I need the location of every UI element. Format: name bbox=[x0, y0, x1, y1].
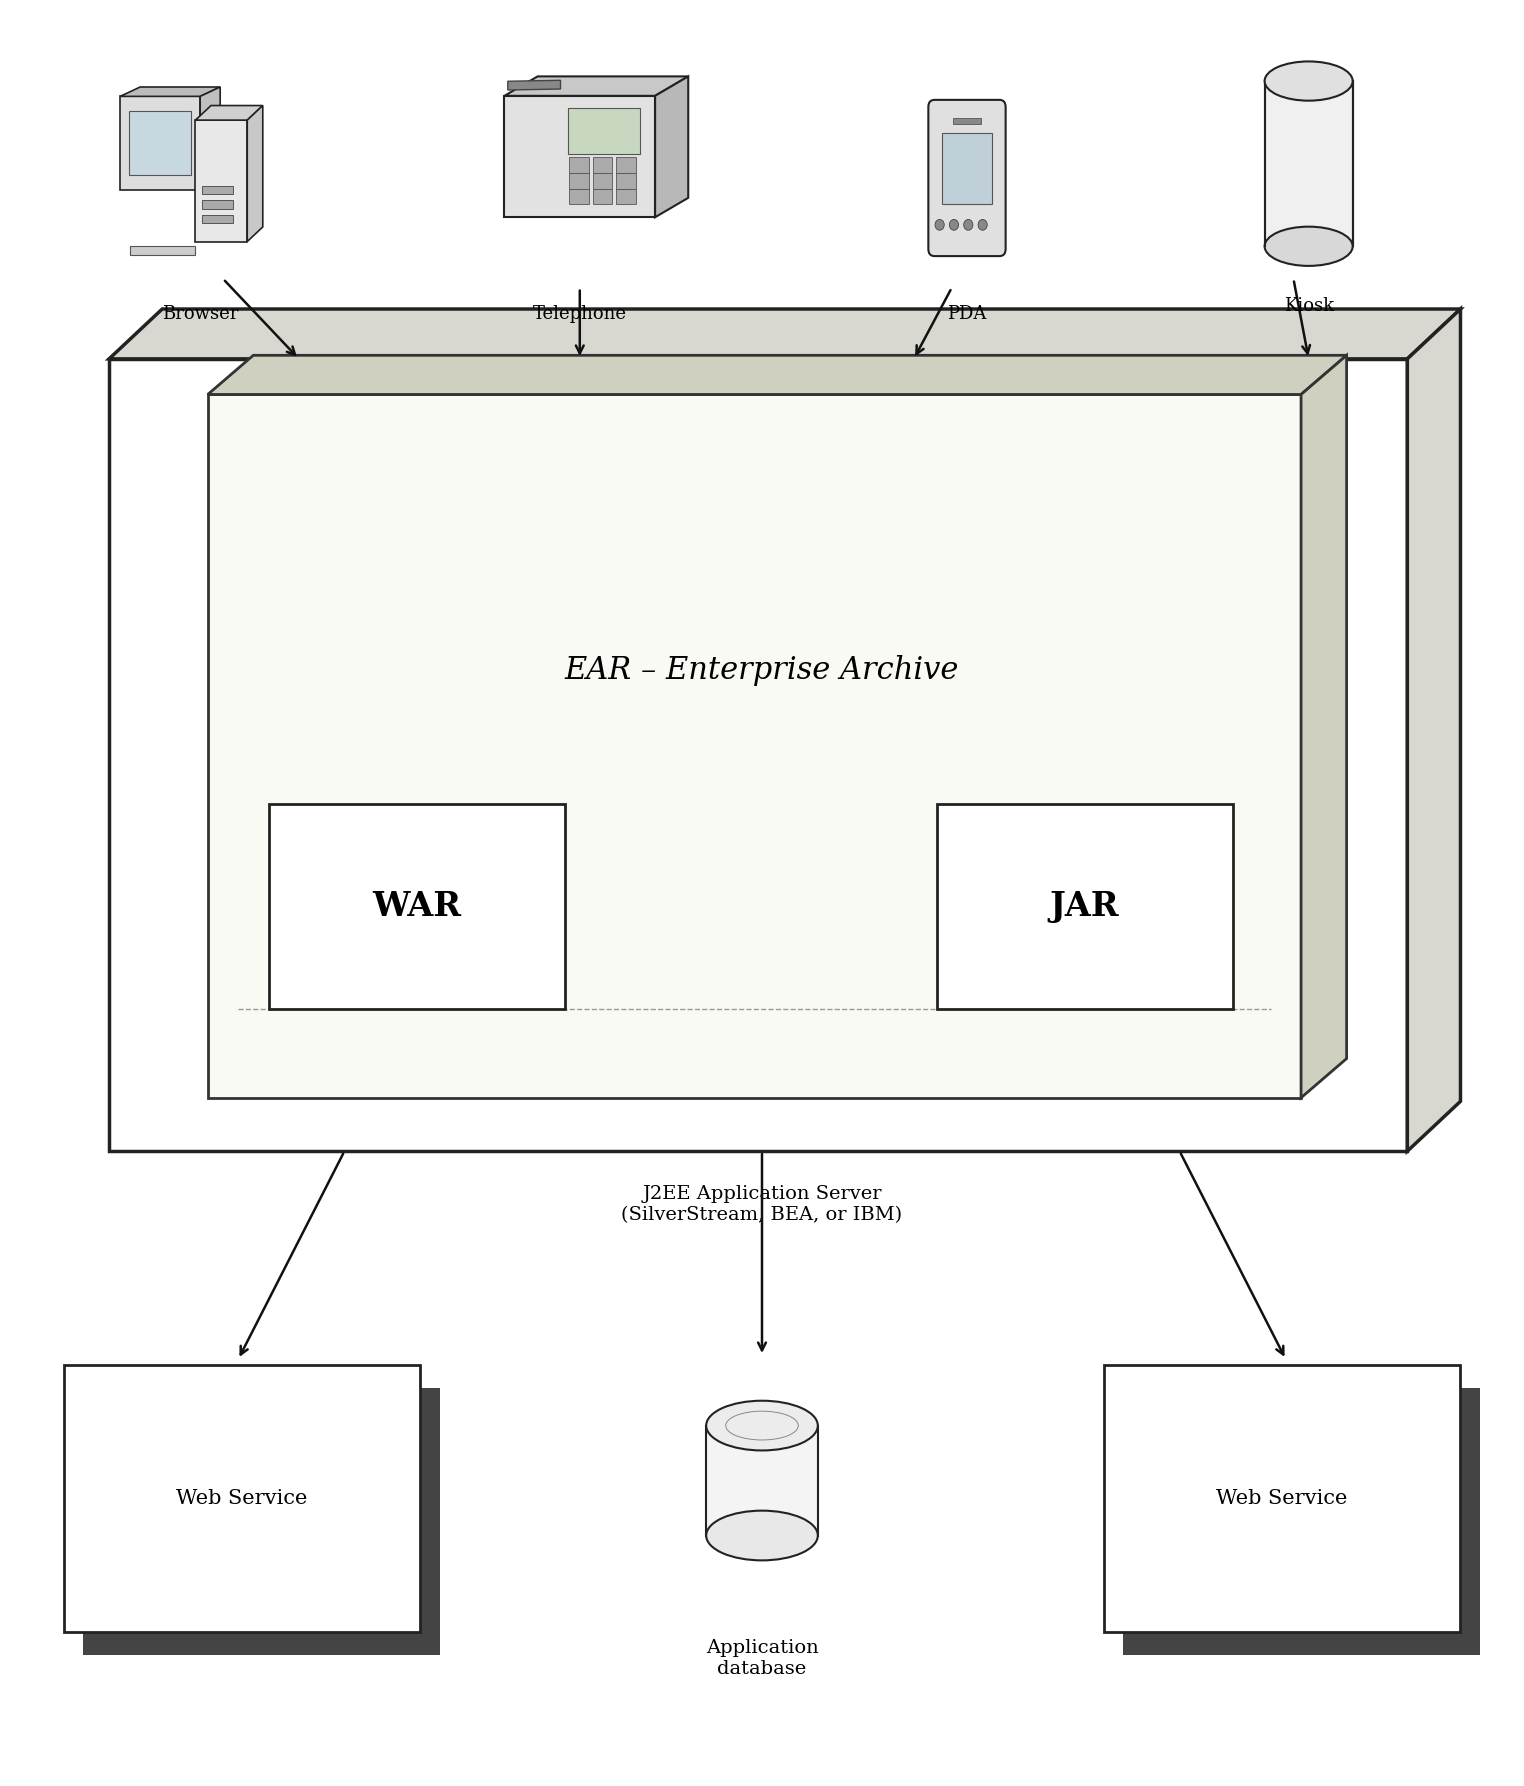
FancyBboxPatch shape bbox=[1265, 80, 1353, 246]
FancyBboxPatch shape bbox=[937, 804, 1233, 1009]
Text: Browser: Browser bbox=[162, 305, 238, 323]
FancyBboxPatch shape bbox=[593, 173, 613, 189]
FancyBboxPatch shape bbox=[952, 118, 981, 123]
FancyBboxPatch shape bbox=[570, 189, 588, 204]
Circle shape bbox=[949, 220, 959, 230]
Polygon shape bbox=[110, 309, 1460, 359]
Polygon shape bbox=[504, 77, 689, 96]
Polygon shape bbox=[1301, 355, 1347, 1098]
Polygon shape bbox=[247, 105, 262, 241]
FancyBboxPatch shape bbox=[616, 173, 636, 189]
FancyBboxPatch shape bbox=[616, 157, 636, 173]
Polygon shape bbox=[207, 355, 1347, 395]
FancyBboxPatch shape bbox=[64, 1365, 421, 1632]
Polygon shape bbox=[120, 96, 200, 189]
Ellipse shape bbox=[1265, 227, 1353, 266]
Circle shape bbox=[963, 220, 972, 230]
FancyBboxPatch shape bbox=[201, 214, 233, 223]
Text: WAR: WAR bbox=[372, 889, 462, 923]
FancyBboxPatch shape bbox=[706, 1425, 818, 1536]
FancyBboxPatch shape bbox=[593, 157, 613, 173]
Polygon shape bbox=[195, 105, 262, 120]
Polygon shape bbox=[195, 120, 247, 241]
Polygon shape bbox=[1407, 309, 1460, 1152]
FancyBboxPatch shape bbox=[928, 100, 1006, 255]
Polygon shape bbox=[504, 96, 655, 218]
Polygon shape bbox=[120, 88, 219, 96]
Ellipse shape bbox=[706, 1400, 818, 1450]
Text: PDA: PDA bbox=[948, 305, 986, 323]
Ellipse shape bbox=[706, 1511, 818, 1561]
FancyBboxPatch shape bbox=[942, 132, 992, 204]
Text: J2EE Application Server
(SilverStream, BEA, or IBM): J2EE Application Server (SilverStream, B… bbox=[622, 1186, 902, 1223]
Polygon shape bbox=[200, 88, 219, 189]
Polygon shape bbox=[655, 77, 689, 218]
FancyBboxPatch shape bbox=[201, 200, 233, 209]
Text: Kiosk: Kiosk bbox=[1283, 296, 1334, 314]
Text: EAR – Enterprise Archive: EAR – Enterprise Archive bbox=[565, 655, 959, 686]
Ellipse shape bbox=[1265, 61, 1353, 100]
FancyBboxPatch shape bbox=[616, 189, 636, 204]
Text: Telephone: Telephone bbox=[533, 305, 626, 323]
FancyBboxPatch shape bbox=[1103, 1365, 1460, 1632]
FancyBboxPatch shape bbox=[1123, 1388, 1480, 1656]
FancyBboxPatch shape bbox=[593, 189, 613, 204]
Text: Application
database: Application database bbox=[706, 1640, 818, 1679]
Polygon shape bbox=[507, 80, 561, 89]
Polygon shape bbox=[110, 359, 1407, 1152]
FancyBboxPatch shape bbox=[84, 1388, 440, 1656]
Polygon shape bbox=[207, 395, 1301, 1098]
FancyBboxPatch shape bbox=[130, 111, 192, 175]
FancyBboxPatch shape bbox=[268, 804, 564, 1009]
Text: JAR: JAR bbox=[1050, 889, 1120, 923]
FancyBboxPatch shape bbox=[570, 157, 588, 173]
Text: Web Service: Web Service bbox=[1216, 1490, 1347, 1507]
FancyBboxPatch shape bbox=[201, 186, 233, 195]
FancyBboxPatch shape bbox=[568, 107, 640, 154]
Circle shape bbox=[936, 220, 945, 230]
FancyBboxPatch shape bbox=[130, 246, 195, 255]
FancyBboxPatch shape bbox=[570, 173, 588, 189]
Text: Web Service: Web Service bbox=[177, 1490, 308, 1507]
Circle shape bbox=[978, 220, 988, 230]
